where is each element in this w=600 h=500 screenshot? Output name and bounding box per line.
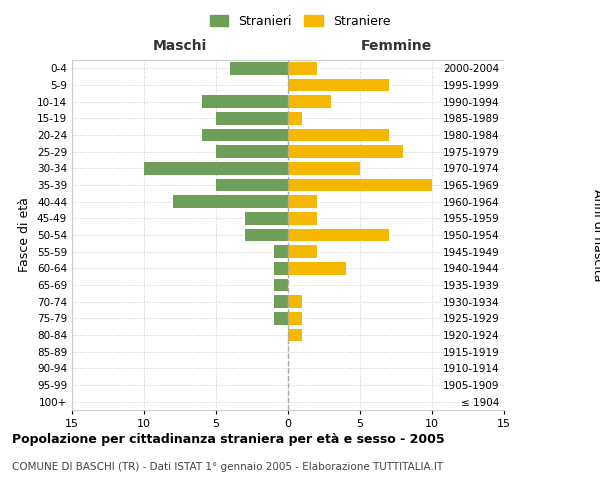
Bar xyxy=(288,212,317,224)
Text: Popolazione per cittadinanza straniera per età e sesso - 2005: Popolazione per cittadinanza straniera p… xyxy=(12,432,445,446)
Bar xyxy=(288,312,302,324)
Bar xyxy=(288,229,389,241)
Bar xyxy=(288,329,302,341)
Bar xyxy=(274,279,288,291)
Bar xyxy=(230,62,288,74)
Legend: Stranieri, Straniere: Stranieri, Straniere xyxy=(206,11,394,32)
Bar xyxy=(288,262,346,274)
Bar xyxy=(288,179,432,192)
Bar xyxy=(245,212,288,224)
Bar xyxy=(288,146,403,158)
Bar xyxy=(288,129,389,141)
Bar xyxy=(144,162,288,174)
Bar xyxy=(202,129,288,141)
Bar xyxy=(288,196,317,208)
Bar xyxy=(216,112,288,124)
Bar xyxy=(288,296,302,308)
Bar xyxy=(202,96,288,108)
Bar xyxy=(216,179,288,192)
Y-axis label: Fasce di età: Fasce di età xyxy=(19,198,31,272)
Bar xyxy=(245,229,288,241)
Bar xyxy=(173,196,288,208)
Bar xyxy=(288,112,302,124)
Bar xyxy=(288,96,331,108)
Bar xyxy=(288,62,317,74)
Bar xyxy=(274,312,288,324)
Bar xyxy=(288,246,317,258)
Bar xyxy=(288,162,360,174)
Text: COMUNE DI BASCHI (TR) - Dati ISTAT 1° gennaio 2005 - Elaborazione TUTTITALIA.IT: COMUNE DI BASCHI (TR) - Dati ISTAT 1° ge… xyxy=(12,462,443,472)
Text: Anni di nascita: Anni di nascita xyxy=(590,188,600,281)
Bar xyxy=(216,146,288,158)
Bar xyxy=(288,79,389,92)
Bar xyxy=(274,262,288,274)
Text: Femmine: Femmine xyxy=(361,38,431,52)
Text: Maschi: Maschi xyxy=(153,38,207,52)
Bar xyxy=(274,246,288,258)
Bar xyxy=(274,296,288,308)
